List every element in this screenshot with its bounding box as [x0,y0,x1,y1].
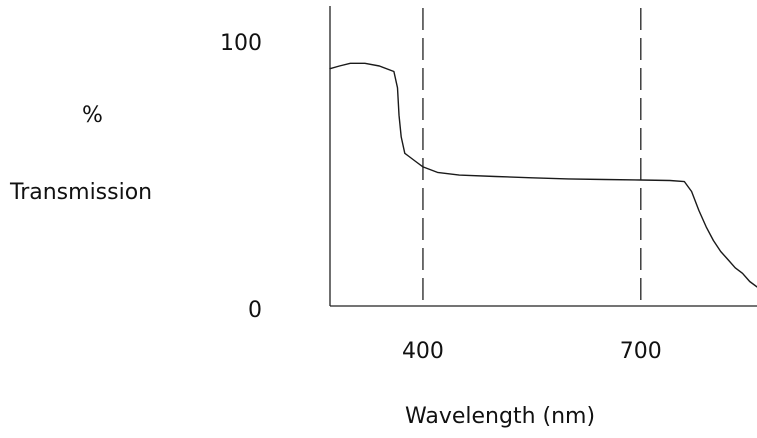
y-tick-label-0: 0 [248,298,262,323]
x-tick-label-700: 700 [620,339,662,364]
transmission-curve-line [329,62,757,288]
y-axis-label-percent: % [82,103,103,128]
y-tick-label-100: 100 [220,31,262,56]
x-axis-label: Wavelength (nm) [405,404,596,429]
x-tick-label-400: 400 [402,339,444,364]
y-axis-label-transmission: Transmission [10,180,153,205]
